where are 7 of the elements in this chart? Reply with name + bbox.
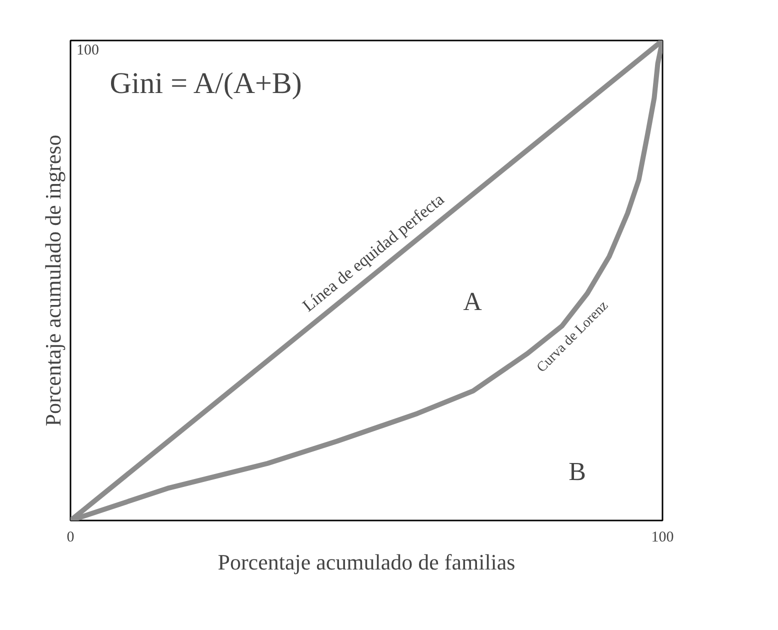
annotation: 100 <box>76 42 99 58</box>
annotation: A <box>463 287 482 316</box>
x-axis-title: Porcentaje acumulado de familias <box>218 550 516 574</box>
y-axis-title: Porcentaje acumulado de ingreso <box>40 134 66 426</box>
x-tick-label: 0 <box>66 530 74 546</box>
annotation: B <box>568 457 586 486</box>
annotation: Gini = A/(A+B) <box>110 67 302 100</box>
